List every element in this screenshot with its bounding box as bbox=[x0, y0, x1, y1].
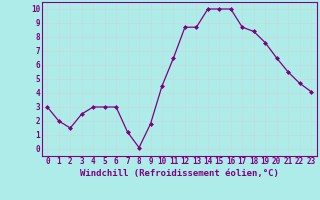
X-axis label: Windchill (Refroidissement éolien,°C): Windchill (Refroidissement éolien,°C) bbox=[80, 169, 279, 178]
